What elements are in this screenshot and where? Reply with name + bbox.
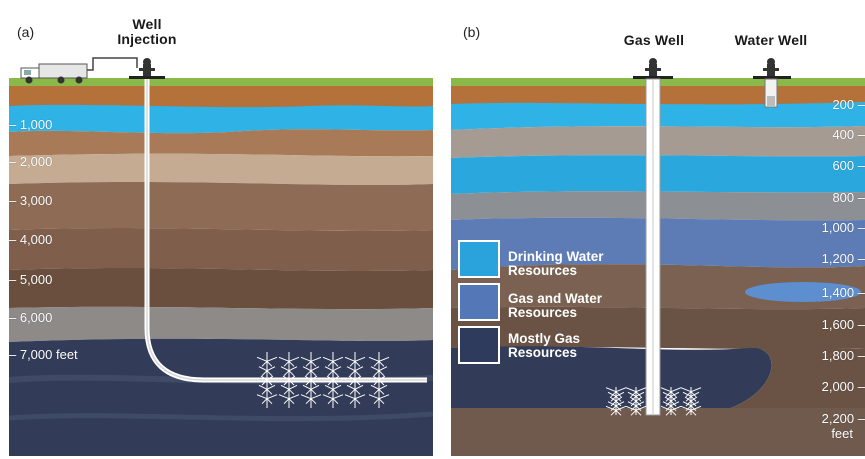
depth-label-7000: – 7,000 feet [9,347,78,362]
tan-rock-layer [9,153,433,185]
depth-label-600: 600 – [832,158,865,173]
legend-swatch-mostly-gas [458,326,500,364]
wellhead-icon [129,58,165,79]
legend-swatch-gas-and-water [458,283,500,321]
legend-line: Gas and Water [508,291,603,306]
depth-value: 2,000 [821,379,855,394]
depth-value: 1,600 [821,317,855,332]
depth-value: 1,400 [821,285,855,300]
shale-streak [9,411,433,422]
gray-rock-layer [9,306,433,342]
depth-value: 2,200 [821,411,855,426]
depth-label-2000: 2,000 – [821,379,865,394]
depth-label-400: 400 – [832,127,865,142]
depth-value: 4,000 [19,232,53,247]
wellbore-outline [146,79,427,381]
legend-line: Mostly Gas [508,331,581,346]
fracture [256,352,278,408]
tanker-truck-icon [20,63,88,84]
fracture [368,352,390,408]
fracture [625,387,647,416]
depth-label-800: 800 – [832,190,865,205]
depth-value: 6,000 [19,310,53,325]
fracture [344,352,366,408]
panel-b-strata-illustration [451,8,865,456]
panel-b-gas-water-wells: (b) Gas Well Water Well 200 – 400 – 600 … [451,8,865,456]
gas-well-icon [633,58,673,79]
depth-value: 400 [832,127,855,142]
water-well-title: Water Well [734,32,808,48]
legend-line: Resources [508,305,578,320]
resource-legend: Drinking Water Resources Gas and Water R… [458,240,633,365]
depth-label-1200: 1,200 – [821,251,865,266]
depth-label-1600: 1,600 – [821,317,865,332]
legend-line: Resources [508,345,578,360]
panel-b-label: (b) [463,24,481,40]
shale-layer-3 [9,268,433,310]
brown-rock-layer [9,129,433,157]
fracture [278,352,300,408]
depth-label-2000: – 2,000 [9,154,53,169]
depth-value: 5,000 [19,272,53,287]
base-layer [451,408,865,456]
depth-value: 200 [832,97,855,112]
depth-value: 7,000 feet [19,347,78,362]
fracture [680,387,702,416]
fracture-network [256,352,390,408]
depth-label-1000: 1,000 – [821,220,865,235]
depth-value: 3,000 [19,193,53,208]
legend-line: Drinking Water [508,249,604,264]
fracture [660,387,682,416]
depth-label-2200: 2,200 – [821,411,865,426]
dark-brown-wedge [731,347,865,408]
depth-unit-label: feet [831,426,853,441]
depth-label-200: 200 – [832,97,865,112]
legend-line: Resources [508,263,578,278]
depth-label-1800: 1,800 – [821,348,865,363]
depth-value: 1,000 [19,117,53,132]
depth-label-3000: – 3,000 [9,193,53,208]
panel-a-label: (a) [17,24,35,40]
legend-swatch-drinking-water [458,240,500,278]
shale-layer-2 [9,228,433,271]
gas-well-title: Gas Well [623,32,685,48]
well-injection-title-line2: Injection [117,31,177,47]
gas-water-lens [745,282,861,302]
fracture [322,352,344,408]
depth-label-4000: – 4,000 [9,232,53,247]
panel-a-strata-illustration [9,8,433,456]
shale-layer-1 [9,182,433,231]
fracture-network [605,387,702,416]
depth-label-1400: 1,400 – [821,285,865,300]
depth-value: 600 [832,158,855,173]
depth-value: 1,800 [821,348,855,363]
depth-value: 800 [832,190,855,205]
grass-layer [9,78,433,86]
depth-label-5000: – 5,000 [9,272,53,287]
aquifer-layer [9,104,433,134]
fracture [300,352,322,408]
legend-label-mostly-gas: Mostly Gas Resources [508,332,638,360]
depth-value: 1,200 [821,251,855,266]
panel-a-well-injection: (a) Well Injection – 1,000 – 2,000 – 3,0… [9,8,433,456]
fracture [605,387,627,416]
depth-label-1000: – 1,000 [9,117,53,132]
water-well-icon [753,58,791,108]
injection-hose [87,57,138,71]
depth-value: 2,000 [19,154,53,169]
legend-label-gas-and-water: Gas and Water Resources [508,292,638,320]
depth-label-6000: – 6,000 [9,310,53,325]
depth-value: 1,000 [821,220,855,235]
well-injection-title-line1: Well [132,16,162,32]
well-injection-title: Well Injection [107,17,187,47]
legend-label-drinking-water: Drinking Water Resources [508,250,638,278]
